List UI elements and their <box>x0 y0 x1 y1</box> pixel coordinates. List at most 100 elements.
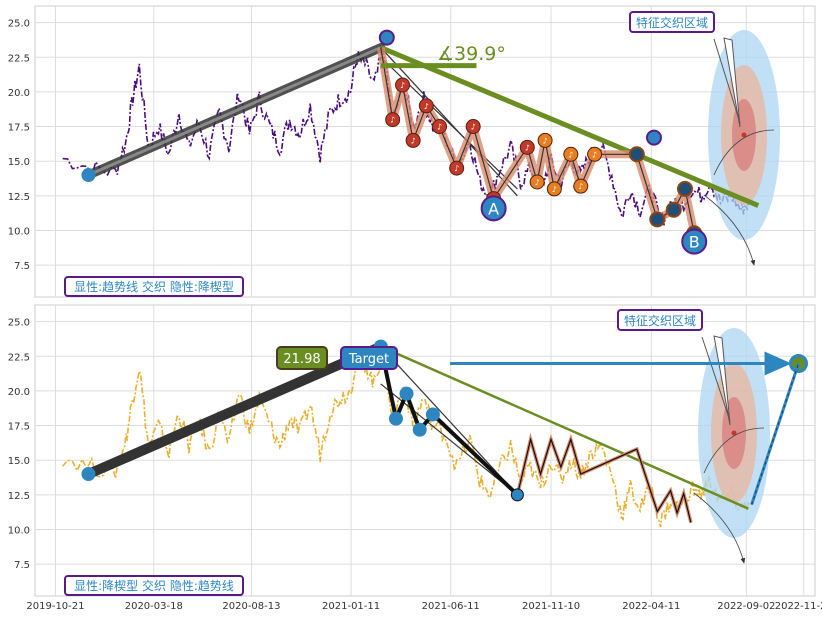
y-tick-label: 12.5 <box>8 192 30 203</box>
y-tick-label: 25.0 <box>8 19 30 30</box>
x-tick-label: 2019-10-21 <box>26 601 84 612</box>
y-tick-label: 10.0 <box>8 226 30 237</box>
projection-curve <box>703 194 756 266</box>
zigzag-line <box>516 437 692 523</box>
y-tick-label: 17.5 <box>8 422 30 433</box>
y-tick-label: 12.5 <box>8 491 30 502</box>
x-tick-label: 2022-11-28 <box>775 601 822 612</box>
pivot-glyph: ♪ <box>424 102 429 111</box>
pivot-marker <box>537 132 553 148</box>
value-badge <box>276 346 328 370</box>
zone-pointer-arrow <box>723 37 741 128</box>
y-tick-label: 15.0 <box>8 157 30 168</box>
pivot-glyph: ♪ <box>471 123 476 132</box>
x-tick-label: 2022-09-02 <box>717 601 775 612</box>
zone-label-box <box>629 11 715 33</box>
marker-b-label: B <box>689 233 700 252</box>
downtrend-line <box>380 345 749 510</box>
pivot-marker-dark <box>665 201 682 218</box>
pivot-marker <box>399 386 414 401</box>
pivot-marker <box>529 174 545 190</box>
y-tick-label: 17.5 <box>8 123 30 134</box>
pivot-marker <box>546 181 562 197</box>
target-projection-dash <box>751 363 799 505</box>
pivot-marker <box>519 139 535 155</box>
trend-start-dot <box>81 467 96 482</box>
x-axis: 2019-10-21 2020-03-18 2020-08-13 2021-01-11… <box>26 601 822 612</box>
y-tick-label: 22.5 <box>8 53 30 64</box>
projection-curve <box>693 492 746 564</box>
trend-start-dot <box>81 168 96 183</box>
pivot-marker-dark <box>628 146 645 163</box>
pivot-marker-dark <box>677 180 693 197</box>
zone-label-box <box>617 309 703 331</box>
target-badge <box>340 346 398 370</box>
target-badge-label: Target <box>348 352 389 367</box>
wedge-bottom-marker <box>510 488 524 502</box>
pivot-marker <box>563 146 579 162</box>
y-tick-label: 25.0 <box>8 318 30 329</box>
pivot-glyph: ♪ <box>578 182 583 191</box>
downtrend-line <box>379 45 760 208</box>
pivot-marker <box>412 422 427 437</box>
pivot-marker <box>425 407 440 422</box>
y-tick-label: 10.0 <box>8 525 30 536</box>
pivot-marker <box>395 77 411 93</box>
x-tick-label: 2020-03-18 <box>125 601 183 612</box>
pivot-marker <box>465 119 481 135</box>
y-tick-label: 7.5 <box>14 560 30 571</box>
pivot-glyph: ♪ <box>535 178 540 187</box>
pivot-marker <box>587 146 603 162</box>
uptrend-line-inner <box>87 46 382 177</box>
y-tick-label: 15.0 <box>8 456 30 467</box>
x-tick-label: 2021-01-11 <box>322 601 380 612</box>
marker-a-label: A <box>488 199 499 218</box>
pivot-glyph: ♪ <box>437 123 442 132</box>
panel-label: 显性:降楔型 交织 隐性:趋势线 <box>74 578 234 593</box>
zone-pointer <box>713 38 741 124</box>
y-tick-label: 7.5 <box>14 261 30 272</box>
pivot-marker <box>573 178 589 194</box>
wedge-upper-line <box>380 346 518 496</box>
angle-label: ∡39.9° <box>437 43 506 65</box>
pivot-marker <box>418 98 434 114</box>
y-tick-label: 22.5 <box>8 352 30 363</box>
pivot-glyph: ♪ <box>400 81 405 90</box>
pivot-marker <box>449 160 465 176</box>
x-tick-label: 2020-08-13 <box>222 601 280 612</box>
uptrend-line <box>83 341 386 480</box>
x-tick-label: 2021-11-10 <box>522 601 580 612</box>
x-tick-label: 2021-06-11 <box>422 601 480 612</box>
zone-label: 特征交织区域 <box>624 313 696 328</box>
peak-marker <box>378 29 395 46</box>
plot-area <box>34 304 816 597</box>
peak-marker-2 <box>645 129 662 146</box>
zigzag-thick <box>378 346 519 497</box>
panel-label-box <box>64 575 244 596</box>
pivot-marker <box>388 411 403 426</box>
marker-b <box>681 228 708 255</box>
pivot-glyph: ♪ <box>454 164 459 173</box>
y-tick-label: 20.0 <box>8 387 30 398</box>
pivot-marker <box>432 119 448 135</box>
pivot-marker-dark <box>649 211 666 228</box>
zone-pointer <box>701 336 731 422</box>
x-tick-label: 2022-04-11 <box>622 601 680 612</box>
pivot-glyph: ♪ <box>552 185 557 194</box>
panel-label: 显性:趋势线 交织 隐性:降楔型 <box>74 279 234 294</box>
marker-a <box>480 195 507 222</box>
projection-arc <box>713 129 775 176</box>
pivot-glyph: ♪ <box>411 136 416 145</box>
zone-label: 特征交织区域 <box>636 15 708 30</box>
projection-arc <box>703 427 765 474</box>
value-badge-label: 21.98 <box>283 352 320 367</box>
pivot-glyph: ♪ <box>525 143 530 152</box>
pivot-glyph: ♪ <box>390 116 395 125</box>
top-panel: 7.5 10.0 12.5 15.0 17.5 20.0 22.5 25.0 特征交织区域 ♪ ♪ ♪… <box>8 5 816 298</box>
pivot-glyph: ♪ <box>592 150 597 159</box>
pivot-glyph: ♪ <box>543 136 548 145</box>
pivot-marker <box>405 132 421 148</box>
zone-center-dot <box>741 132 747 138</box>
panel-label-box <box>64 276 244 297</box>
